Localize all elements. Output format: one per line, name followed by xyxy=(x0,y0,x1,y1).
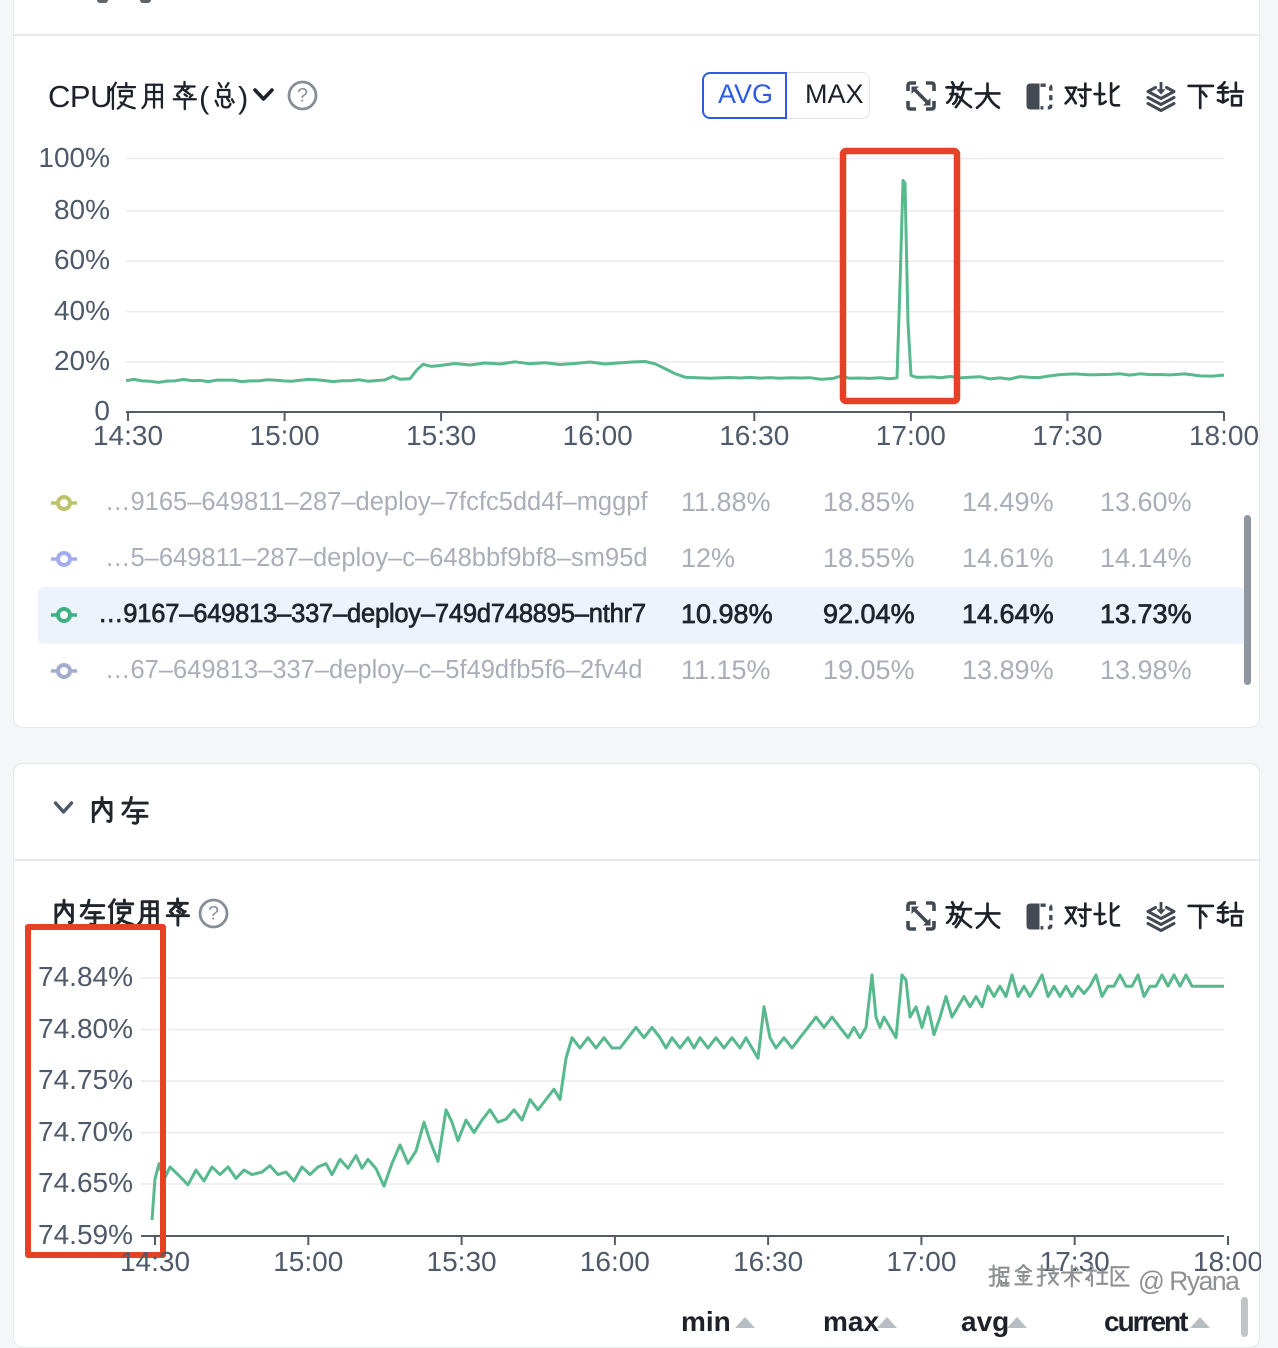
svg-text:): ) xyxy=(238,80,248,115)
svg-text:(: ( xyxy=(199,80,210,115)
svg-text:@ Ryana: @ Ryana xyxy=(1138,1266,1240,1296)
svg-text:?: ? xyxy=(208,902,219,924)
svg-text:CPU: CPU xyxy=(48,79,112,114)
svg-text:?: ? xyxy=(297,84,308,106)
